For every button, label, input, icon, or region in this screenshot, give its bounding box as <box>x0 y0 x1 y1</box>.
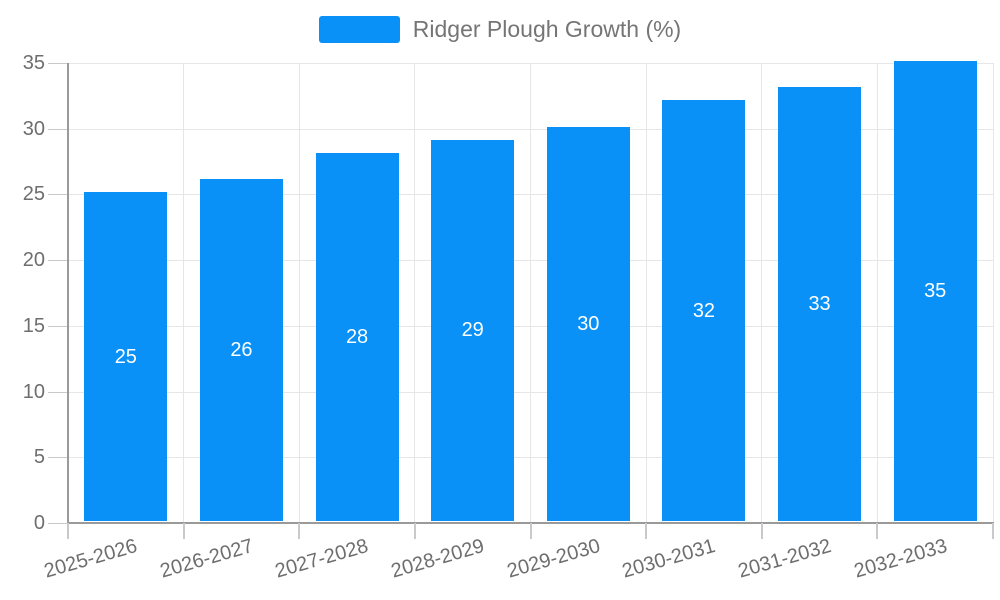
bar-value-label: 33 <box>808 293 831 316</box>
y-axis-label: 10 <box>22 380 45 403</box>
y-axis-ticks <box>48 63 68 524</box>
x-axis-label: 2025-2026 <box>41 535 140 583</box>
x-gridline <box>992 63 994 523</box>
plot-area: 25 26 28 29 30 32 33 35 <box>67 61 994 539</box>
x-axis-tick <box>760 523 763 539</box>
legend[interactable]: Ridger Plough Growth (%) <box>0 16 1000 43</box>
bar-value-label: 26 <box>230 339 253 362</box>
x-axis-tick <box>413 523 416 539</box>
y-axis-tick <box>48 63 68 64</box>
bar[interactable]: 28 <box>315 153 399 521</box>
x-gridline <box>530 63 531 523</box>
bar-value-label: 32 <box>692 299 716 322</box>
y-axis-label: 30 <box>22 117 45 140</box>
bar[interactable]: 30 <box>546 126 630 521</box>
y-axis-label: 0 <box>33 512 45 534</box>
x-gridline <box>414 63 416 523</box>
x-gridline <box>298 63 300 523</box>
x-gridline <box>645 63 647 523</box>
bar[interactable]: 25 <box>84 192 168 521</box>
bar-value-label: 25 <box>114 345 137 368</box>
y-axis-tick <box>48 260 68 262</box>
x-axis-tick <box>529 523 532 539</box>
x-axis-tick <box>992 523 994 539</box>
y-axis-tick <box>48 523 68 524</box>
legend-swatch-icon <box>318 16 400 43</box>
y-axis-tick <box>48 194 68 196</box>
y-axis-line <box>67 63 69 523</box>
y-axis-tick <box>48 391 68 393</box>
y-axis-tick <box>48 325 68 327</box>
y-axis-tick <box>48 457 68 459</box>
y-axis-label: 35 <box>22 52 45 74</box>
x-axis-label: 2029-2030 <box>504 535 603 583</box>
bar[interactable]: 33 <box>778 87 862 521</box>
x-gridline <box>876 63 878 523</box>
bar[interactable]: 35 <box>893 61 977 521</box>
x-axis-label: 2028-2029 <box>388 535 487 583</box>
y-axis-label: 20 <box>22 249 45 272</box>
bar-value-label: 28 <box>345 326 369 348</box>
y-axis-label: 15 <box>22 314 45 337</box>
y-axis-labels: 0 5 10 15 20 25 30 35 <box>0 52 45 534</box>
x-axis-labels: 2025-2026 2026-2027 2027-2028 2028-2029 2029… <box>42 63 993 600</box>
bar-value-label: 35 <box>924 280 947 302</box>
bar[interactable]: 29 <box>431 139 515 521</box>
legend-label: Ridger Plough Growth (%) <box>412 16 682 42</box>
x-gridline <box>761 63 763 523</box>
x-axis-label: 2032-2033 <box>851 535 950 583</box>
bar[interactable]: 26 <box>199 179 283 521</box>
x-gridline <box>183 63 185 523</box>
x-axis-tick <box>645 523 648 539</box>
y-axis-tick <box>48 128 68 130</box>
x-axis-tick <box>876 523 879 539</box>
bar-value-label: 30 <box>577 312 600 335</box>
x-axis-label: 2030-2031 <box>619 535 719 583</box>
y-axis-label: 5 <box>33 446 45 469</box>
x-axis-label: 2026-2027 <box>157 535 256 583</box>
x-axis-tick <box>67 523 69 539</box>
y-axis-label: 25 <box>22 183 45 206</box>
x-axis-tick <box>182 523 185 539</box>
bar-value-label: 29 <box>461 319 484 342</box>
bar[interactable]: 32 <box>662 100 746 521</box>
x-axis-tick <box>298 523 301 539</box>
x-axis-label: 2031-2032 <box>735 535 834 583</box>
x-axis-label: 2027-2028 <box>273 535 372 583</box>
